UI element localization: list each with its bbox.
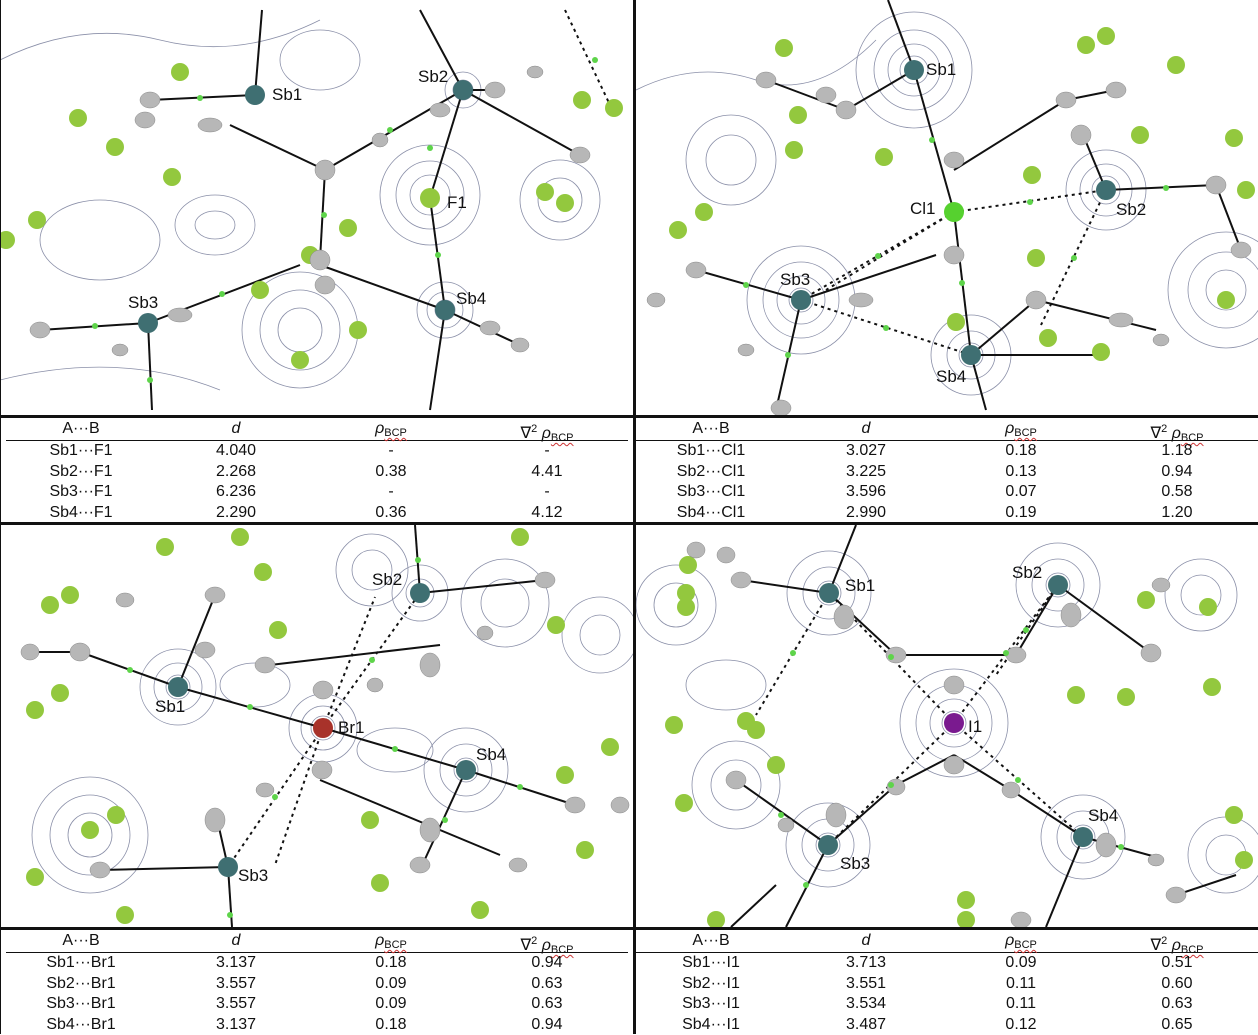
table-header: A···B d ρBCP ∇2 ρBCP: [6, 418, 628, 441]
header-ab: A···B: [6, 930, 156, 952]
atom-label-sb4: Sb4: [456, 289, 486, 308]
atom-label-sb2: Sb2: [1116, 200, 1146, 219]
frame-left: [0, 0, 1, 1034]
fluorine-atoms: [0, 63, 623, 369]
header-ab: A···B: [6, 418, 156, 440]
atom-label-sb2: Sb2: [1012, 563, 1042, 582]
table-header: A···B d ρBCP ∇2 ρBCP: [636, 418, 1258, 441]
header-ab: A···B: [636, 930, 786, 952]
atom-label-x: F1: [447, 193, 467, 212]
header-laplacian: ∇2 ρBCP: [466, 418, 628, 440]
divider-horizontal-middle: [0, 522, 1258, 525]
halide-atom: [313, 718, 333, 738]
atom-label-sb4: Sb4: [936, 367, 966, 386]
panel-i1-map: Sb1 Sb2 I1 Sb4 Sb3: [636, 525, 1258, 927]
contour-map-cl1: Sb1 Cl1 Sb2 Sb3 Sb4: [636, 0, 1258, 415]
divider-horizontal-top: [0, 415, 1258, 418]
atom-label-sb4: Sb4: [476, 745, 506, 764]
halide-atom: [944, 713, 964, 733]
atom-label-sb1: Sb1: [845, 576, 875, 595]
halide-atom: [944, 202, 964, 222]
atom-label-sb3: Sb3: [840, 854, 870, 873]
contour-map-f1: Sb1 Sb2 F1 Sb3 Sb4: [0, 0, 634, 415]
dotted-interaction: [565, 10, 610, 105]
header-rho: ρBCP: [316, 418, 466, 440]
contour-map-br1: Sb2 Sb1 Br1 Sb4 Sb3: [0, 525, 634, 927]
divider-horizontal-bottom: [0, 927, 1258, 930]
header-rho: ρBCP: [946, 418, 1096, 440]
divider-vertical: [633, 0, 636, 1034]
header-ab: A···B: [636, 418, 786, 440]
carbon-atoms: [30, 66, 590, 356]
atom-label-sb2: Sb2: [372, 570, 402, 589]
atom-label-sb1: Sb1: [155, 697, 185, 716]
table-header: A···B d ρBCP ∇2 ρBCP: [636, 930, 1258, 953]
header-rho: ρBCP: [946, 930, 1096, 952]
atom-label-x: Br1: [338, 718, 364, 737]
atom-label-sb2: Sb2: [418, 67, 448, 86]
atom-label-sb4: Sb4: [1088, 806, 1118, 825]
atom-label-x: Cl1: [910, 199, 936, 218]
header-rho: ρBCP: [316, 930, 466, 952]
bonds: [30, 525, 575, 927]
atom-label-sb1: Sb1: [926, 60, 956, 79]
atom-label-sb1: Sb1: [272, 85, 302, 104]
header-d: d: [786, 418, 946, 440]
header-d: d: [786, 930, 946, 952]
atom-label-x: I1: [968, 717, 982, 736]
atom-label-sb3: Sb3: [128, 293, 158, 312]
header-laplacian: ∇2 ρBCP: [1096, 930, 1258, 952]
contour-map-i1: Sb1 Sb2 I1 Sb4 Sb3: [636, 525, 1258, 927]
header-d: d: [156, 930, 316, 952]
header-laplacian: ∇2 ρBCP: [1096, 418, 1258, 440]
panel-cl1-map: Sb1 Cl1 Sb2 Sb3 Sb4: [636, 0, 1258, 415]
header-d: d: [156, 418, 316, 440]
fluorine-atoms: [665, 556, 1253, 927]
panel-f1-map: Sb1 Sb2 F1 Sb3 Sb4: [0, 0, 634, 415]
header-laplacian: ∇2 ρBCP: [466, 930, 628, 952]
halide-atom: [420, 188, 440, 208]
contour-lines: [0, 20, 600, 390]
atom-label-sb3: Sb3: [238, 866, 268, 885]
atom-label-sb3: Sb3: [780, 270, 810, 289]
table-header: A···B d ρBCP ∇2 ρBCP: [6, 930, 628, 953]
antimony-atoms: [138, 80, 473, 333]
panel-br1-map: Sb2 Sb1 Br1 Sb4 Sb3: [0, 525, 634, 927]
